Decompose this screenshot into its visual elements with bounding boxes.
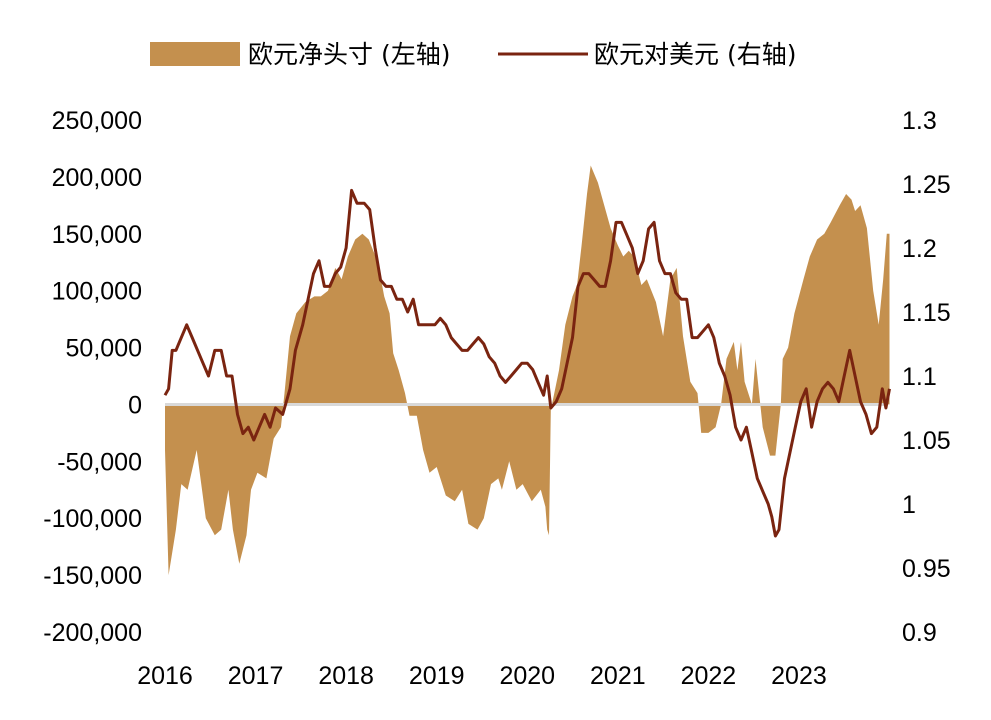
x-tick-label: 2016 bbox=[137, 662, 193, 690]
x-axis-ticks: 2016 2017 2018 2019 2020 2021 2022 2023 bbox=[137, 662, 827, 690]
right-tick-label: 0.95 bbox=[902, 555, 951, 583]
legend-label-net-position: 欧元净头寸 (左轴) bbox=[248, 40, 450, 69]
legend-swatch-net-position bbox=[150, 42, 240, 66]
right-tick-label: 1 bbox=[902, 491, 916, 519]
left-axis-ticks: 250,000 200,000 150,000 100,000 50,000 0 -50,0… bbox=[43, 107, 142, 647]
right-tick-label: 1.1 bbox=[902, 363, 937, 391]
right-tick-label: 1.05 bbox=[902, 427, 951, 455]
x-tick-label: 2017 bbox=[228, 662, 284, 690]
left-tick-label: 150,000 bbox=[52, 221, 142, 249]
left-tick-label: 200,000 bbox=[52, 164, 142, 192]
eurusd-line bbox=[163, 188, 891, 538]
right-tick-label: 1.15 bbox=[902, 299, 951, 327]
left-tick-label: -100,000 bbox=[43, 505, 142, 533]
legend: 欧元净头寸 (左轴) 欧元对美元 (右轴) bbox=[150, 40, 796, 69]
left-tick-label: -150,000 bbox=[43, 562, 142, 590]
left-tick-label: -50,000 bbox=[57, 448, 142, 476]
right-tick-label: 1.3 bbox=[902, 107, 937, 135]
net-position-area bbox=[165, 165, 890, 576]
x-tick-label: 2022 bbox=[681, 662, 737, 690]
left-tick-label: 100,000 bbox=[52, 278, 142, 306]
eurusd-line-layer bbox=[163, 188, 891, 538]
x-tick-label: 2023 bbox=[771, 662, 827, 690]
left-tick-label: 250,000 bbox=[52, 107, 142, 135]
left-tick-label: -200,000 bbox=[43, 619, 142, 647]
left-tick-label: 50,000 bbox=[66, 335, 142, 363]
x-tick-label: 2019 bbox=[409, 662, 465, 690]
x-tick-label: 2020 bbox=[499, 662, 555, 690]
x-tick-label: 2018 bbox=[318, 662, 374, 690]
net-position-area-layer bbox=[165, 165, 890, 576]
right-tick-label: 1.2 bbox=[902, 235, 937, 263]
x-tick-label: 2021 bbox=[590, 662, 646, 690]
legend-label-eurusd: 欧元对美元 (右轴) bbox=[594, 40, 796, 69]
right-tick-label: 0.9 bbox=[902, 619, 937, 647]
left-tick-label: 0 bbox=[128, 391, 142, 419]
right-tick-label: 1.25 bbox=[902, 171, 951, 199]
right-axis-ticks: 1.3 1.25 1.2 1.15 1.1 1.05 1 0.95 0.9 bbox=[902, 107, 951, 647]
